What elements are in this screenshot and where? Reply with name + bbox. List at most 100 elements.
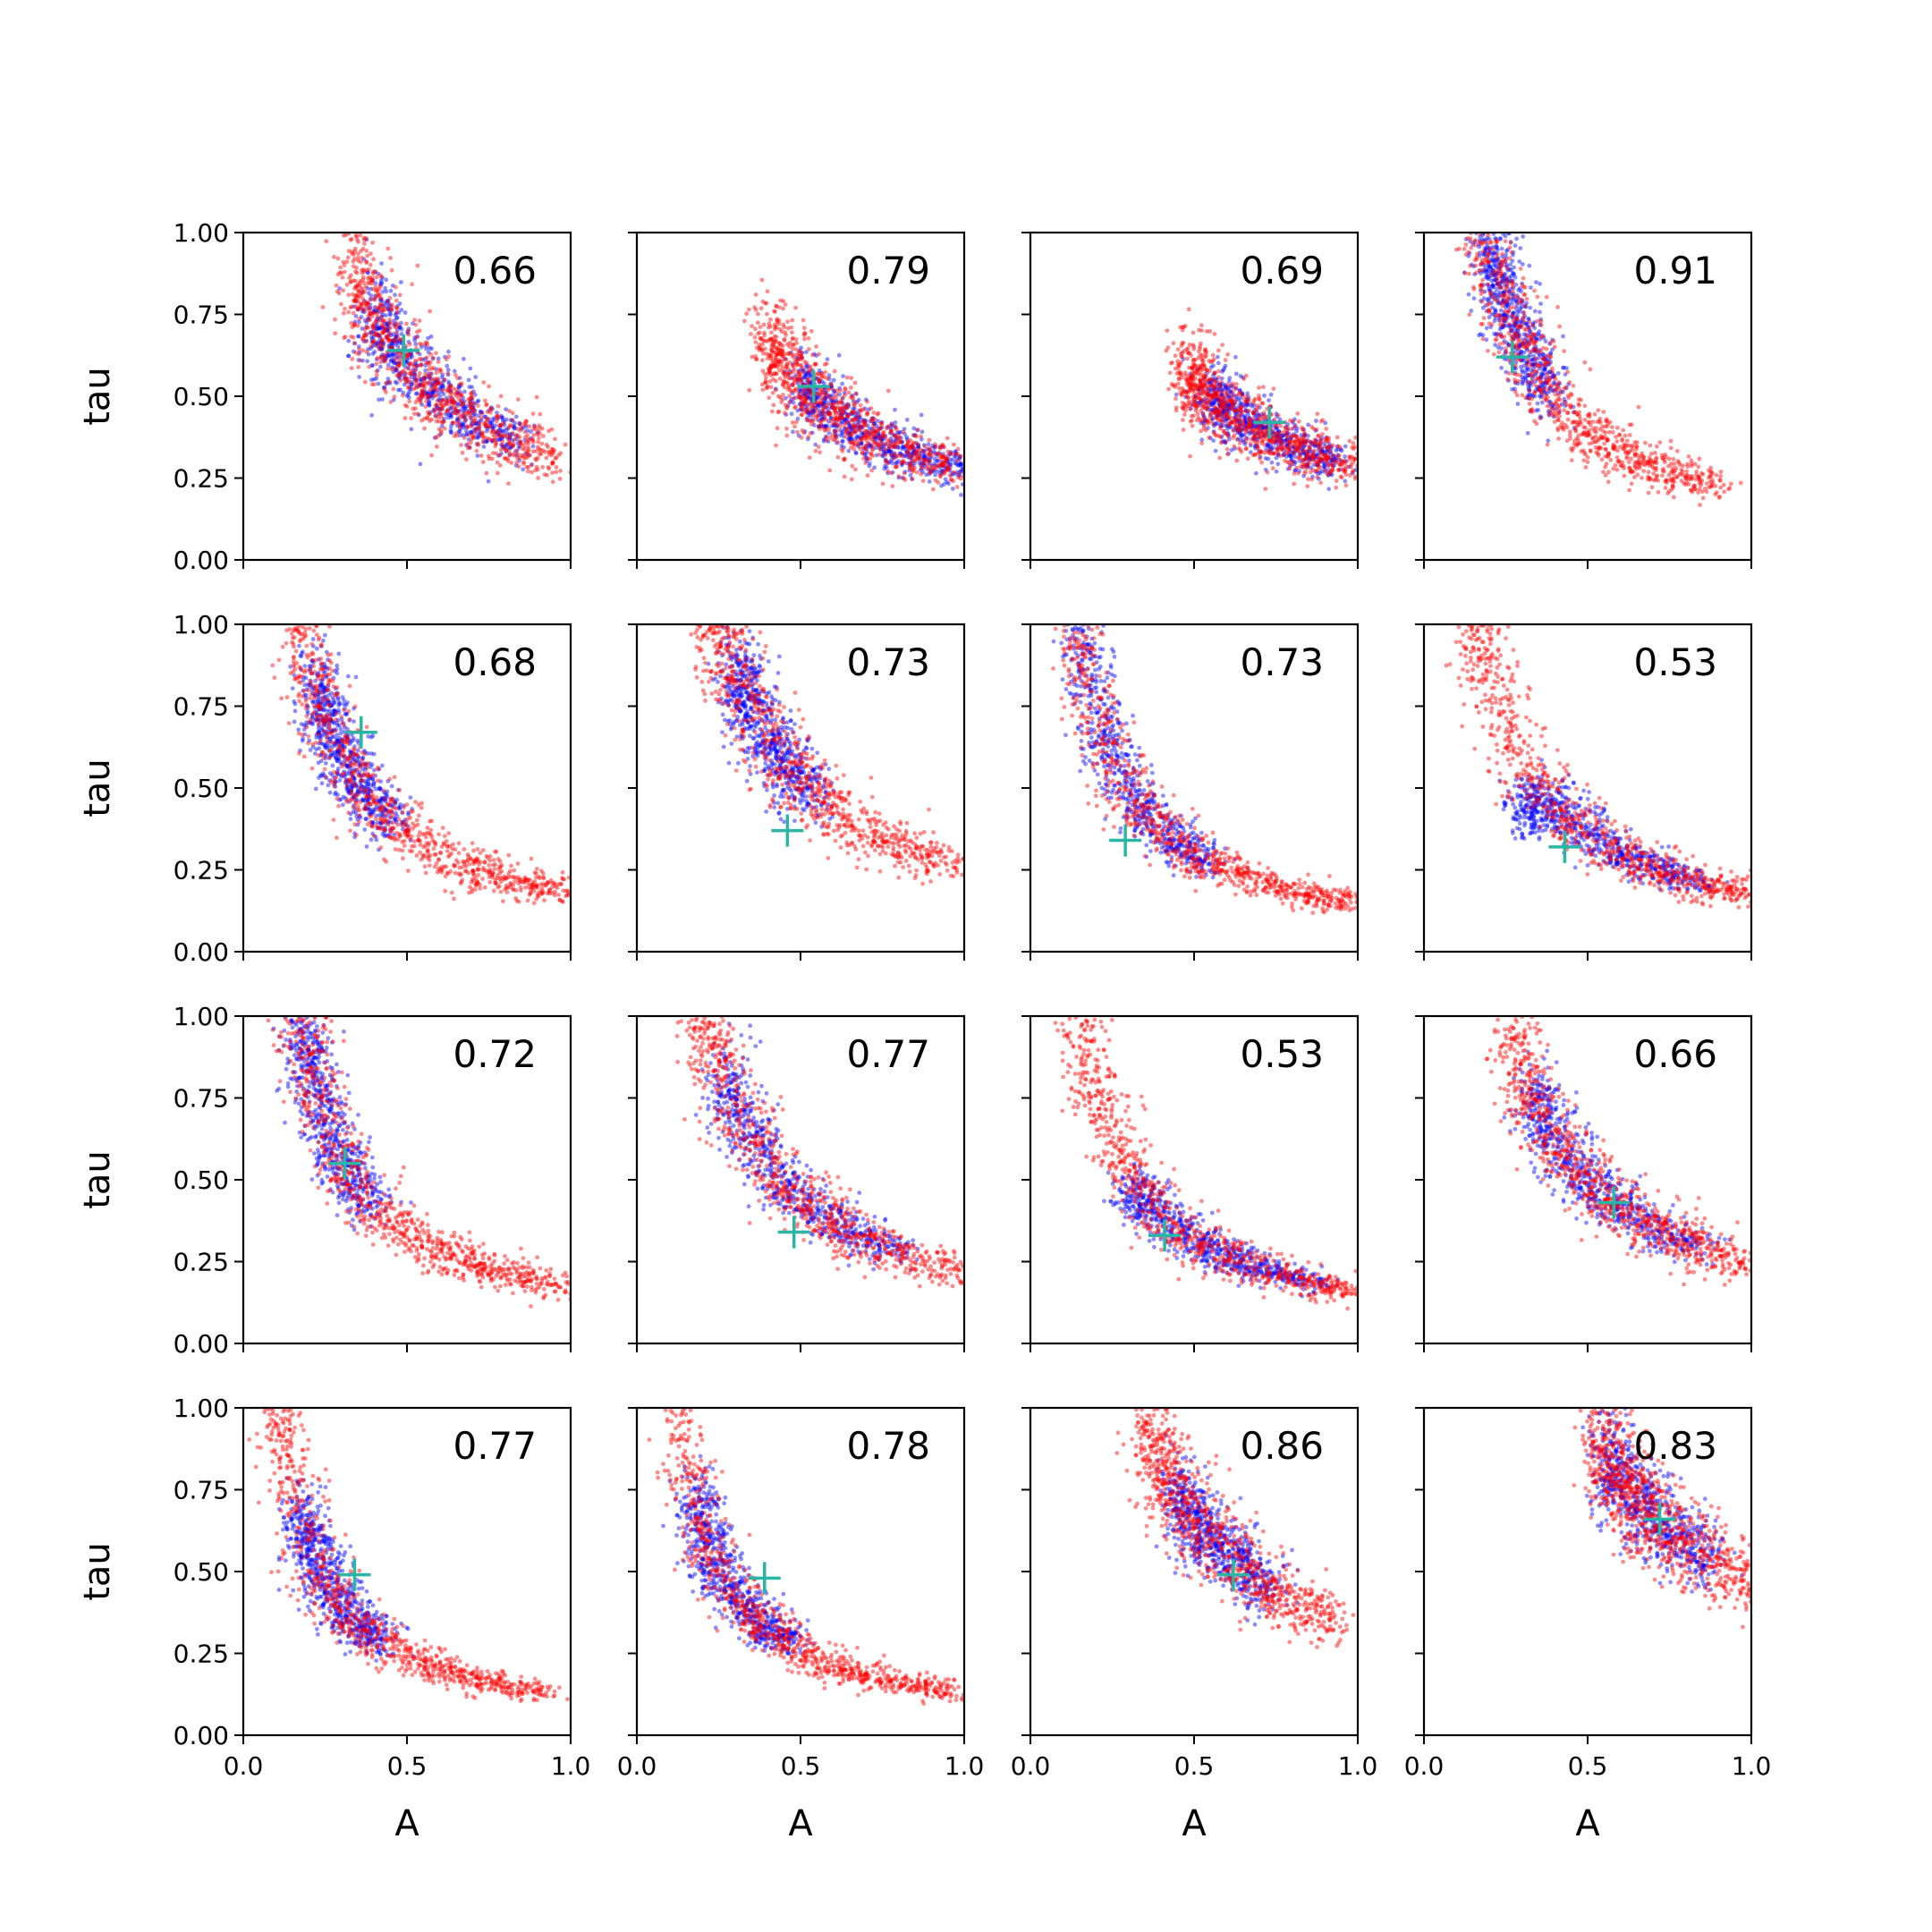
data-point <box>864 438 869 443</box>
data-point <box>484 428 489 434</box>
data-point <box>931 449 936 454</box>
data-point <box>433 402 438 408</box>
data-point <box>920 466 926 470</box>
data-point <box>371 321 377 326</box>
data-point <box>883 434 887 439</box>
data-point <box>444 357 449 362</box>
data-point <box>456 383 462 387</box>
data-point <box>1279 447 1284 453</box>
data-point <box>508 418 513 422</box>
data-point <box>363 267 369 273</box>
data-point <box>759 347 765 352</box>
data-point <box>854 400 860 404</box>
data-point <box>458 426 463 431</box>
data-point <box>870 423 876 428</box>
data-point <box>753 326 758 332</box>
data-point <box>881 433 886 438</box>
data-point <box>957 455 962 460</box>
data-point <box>348 305 353 310</box>
data-point <box>1224 400 1229 404</box>
data-point <box>958 469 963 474</box>
data-point <box>415 391 419 396</box>
data-point <box>370 310 376 316</box>
data-point <box>894 460 899 465</box>
data-point <box>913 453 919 458</box>
data-point <box>940 445 945 450</box>
data-point <box>484 402 489 408</box>
data-point <box>492 437 497 443</box>
data-point <box>841 374 845 378</box>
data-point <box>880 481 886 487</box>
data-point <box>818 417 824 422</box>
data-point <box>954 470 960 475</box>
data-point <box>839 416 843 421</box>
data-point <box>747 387 752 393</box>
data-point <box>517 458 522 463</box>
data-point <box>816 402 821 407</box>
data-point <box>465 442 470 446</box>
data-point <box>357 350 362 355</box>
data-point <box>500 428 505 433</box>
data-point <box>877 426 883 431</box>
data-point <box>372 310 377 315</box>
data-point <box>894 428 899 432</box>
data-point <box>889 457 894 462</box>
data-point <box>1337 445 1343 450</box>
data-point <box>765 384 770 389</box>
data-point <box>459 402 463 408</box>
data-point <box>899 462 904 468</box>
data-point <box>896 474 902 479</box>
data-point <box>1258 451 1263 455</box>
data-point <box>363 339 369 344</box>
data-point <box>369 346 373 351</box>
data-point <box>412 335 418 340</box>
data-point <box>907 463 912 469</box>
data-point <box>822 375 827 379</box>
data-point <box>911 448 916 453</box>
data-point <box>876 435 881 440</box>
data-point <box>846 424 852 429</box>
data-point <box>758 306 764 311</box>
data-point <box>489 423 495 428</box>
data-point <box>542 449 547 454</box>
data-point <box>497 428 503 433</box>
data-point <box>1309 454 1315 459</box>
data-point <box>820 371 825 377</box>
data-point <box>454 423 460 428</box>
data-point <box>767 369 773 374</box>
data-point <box>901 460 906 464</box>
data-point <box>1326 445 1331 451</box>
data-point <box>426 410 430 415</box>
data-point <box>880 435 886 439</box>
data-point <box>847 430 852 436</box>
data-point <box>375 333 379 337</box>
data-point <box>953 449 957 454</box>
data-point <box>784 364 789 369</box>
data-point <box>513 463 519 468</box>
data-point <box>788 376 792 381</box>
data-point <box>376 343 380 348</box>
data-point <box>927 447 931 453</box>
data-point <box>1204 352 1208 358</box>
data-point <box>427 411 432 416</box>
data-point <box>938 474 943 479</box>
data-point <box>410 361 415 366</box>
data-point <box>862 419 867 424</box>
data-point <box>356 288 360 293</box>
data-point <box>942 463 946 468</box>
data-point <box>379 302 384 307</box>
data-point <box>352 249 358 254</box>
data-point <box>774 378 778 384</box>
data-point <box>886 424 891 429</box>
data-point <box>843 411 849 416</box>
data-point <box>958 476 963 481</box>
data-point <box>472 393 478 397</box>
data-point <box>921 454 927 460</box>
data-point <box>832 421 837 427</box>
data-point <box>897 438 902 444</box>
data-point <box>864 428 869 434</box>
data-point <box>429 366 435 371</box>
data-point <box>796 378 801 384</box>
data-point <box>940 463 945 468</box>
data-point <box>369 278 375 284</box>
